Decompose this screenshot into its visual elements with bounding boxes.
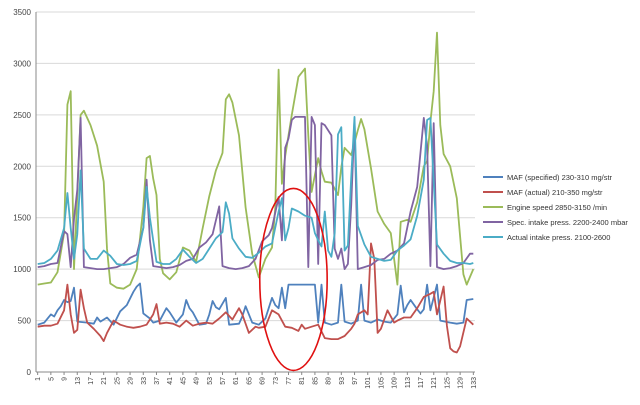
y-tick-label: 2500 (13, 111, 31, 120)
x-tick-label: 105 (378, 377, 385, 389)
x-tick-label: 9 (62, 377, 69, 381)
x-tick-label: 45 (180, 377, 187, 385)
y-tick-label: 1000 (13, 265, 31, 274)
x-tick-label: 41 (167, 377, 174, 385)
legend-label: MAF (actual) 210-350 mg/str (507, 188, 603, 197)
x-tick-label: 117 (418, 377, 425, 388)
y-tick-label: 3000 (13, 59, 31, 68)
x-tick-label: 113 (405, 377, 412, 388)
x-tick-label: 57 (220, 377, 227, 385)
x-tick-label: 65 (246, 377, 253, 385)
x-tick-label: 1 (35, 377, 42, 381)
x-tick-label: 17 (88, 377, 95, 385)
y-tick-label: 2000 (13, 162, 31, 171)
x-tick-label: 5 (48, 377, 55, 381)
red-ellipse-annotation (258, 187, 328, 372)
x-tick-label: 121 (431, 377, 438, 389)
x-tick-label: 109 (392, 377, 399, 389)
legend: MAF (specified) 230-310 mg/str MAF (actua… (483, 173, 628, 242)
x-tick-label: 49 (194, 377, 201, 385)
x-tick-label: 21 (101, 377, 108, 385)
x-tick-label: 125 (444, 377, 451, 389)
x-tick-label: 53 (207, 377, 214, 385)
x-tick-label: 61 (233, 377, 240, 385)
series-lines (37, 31, 475, 354)
legend-label: Actual intake press. 2100-2600 (507, 233, 610, 242)
x-tick-label: 77 (286, 377, 293, 385)
x-tick-label: 85 (312, 377, 319, 385)
x-tick-label: 25 (114, 377, 121, 385)
series-line (37, 242, 474, 354)
x-tick-label: 29 (128, 377, 135, 385)
y-tick-label: 0 (27, 368, 32, 377)
y-tick-label: 3500 (13, 8, 31, 17)
x-tick-label: 33 (141, 377, 148, 385)
x-tick-label: 81 (299, 377, 306, 385)
y-tick-label: 1500 (13, 214, 31, 223)
x-tick-label: 37 (154, 377, 161, 385)
x-tick-label: 93 (339, 377, 346, 385)
x-tick-label: 13 (75, 377, 82, 385)
x-tick-label: 101 (365, 377, 372, 389)
legend-label: MAF (specified) 230-310 mg/str (507, 173, 613, 182)
series-line (37, 116, 474, 271)
x-tick-label: 97 (352, 377, 359, 385)
x-tick-label: 89 (326, 377, 333, 385)
x-axis: 1 5 9 13 17 21 25 29 33 37 41 45 49 53 57 61 65 69 73 77 81 8… (35, 12, 478, 389)
legend-label: Engine speed 2850-3150 /min (507, 203, 607, 212)
y-axis-ticks: 0 500 1000 1500 2000 2500 3000 3500 (13, 8, 31, 377)
x-tick-label: 69 (260, 377, 267, 385)
legend-label: Spec. intake press. 2200-2400 mbar (507, 218, 628, 227)
x-tick-label: 129 (458, 377, 465, 389)
series-line (37, 116, 474, 266)
x-tick-label: 73 (273, 377, 280, 385)
x-tick-label: 133 (471, 377, 478, 389)
series-line (37, 282, 474, 326)
y-tick-label: 500 (18, 317, 32, 326)
